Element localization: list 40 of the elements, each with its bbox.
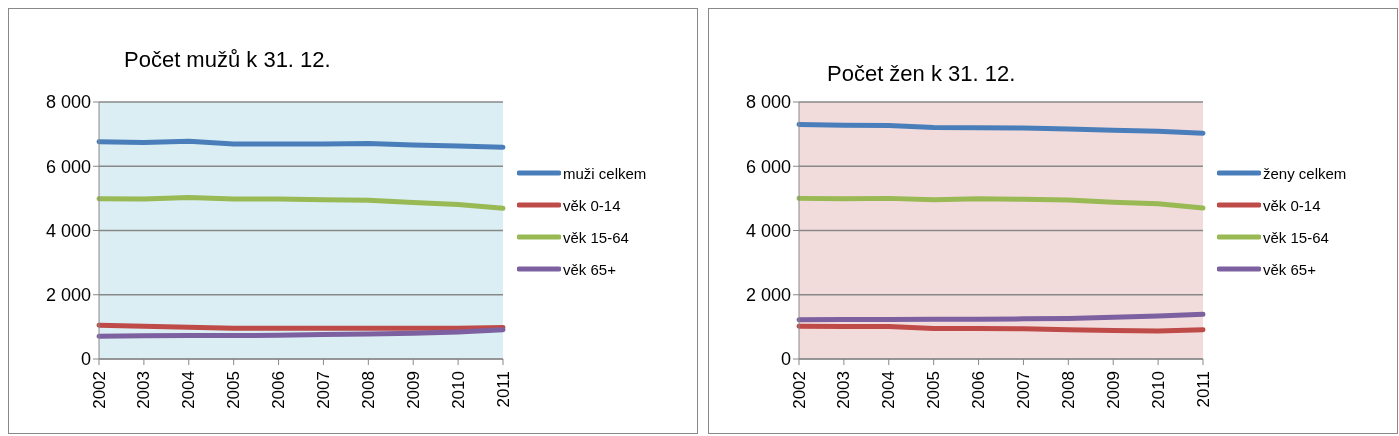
legend-label: věk 65+	[1263, 260, 1316, 278]
x-tick-label: 2009	[1103, 371, 1123, 409]
y-tick-label: 4 000	[745, 220, 791, 241]
legend-label: věk 0-14	[563, 196, 621, 214]
y-tick-label: 6 000	[45, 156, 91, 177]
legend-label: muži celkem	[563, 164, 647, 182]
x-tick-label: 2004	[879, 371, 899, 409]
x-tick-label: 2006	[269, 371, 289, 409]
legend-label: věk 0-14	[1263, 196, 1321, 214]
x-tick-label: 2005	[924, 371, 944, 409]
x-tick-label: 2005	[224, 371, 244, 409]
y-tick-label: 4 000	[45, 220, 91, 241]
x-tick-label: 2003	[134, 371, 154, 409]
x-tick-label: 2011	[493, 371, 513, 408]
x-tick-label: 2007	[1013, 371, 1033, 409]
legend-label: věk 15-64	[563, 228, 629, 246]
x-tick-label: 2011	[1193, 371, 1213, 408]
y-tick-label: 0	[80, 349, 91, 370]
y-tick-label: 6 000	[745, 156, 791, 177]
legend-label: ženy celkem	[1263, 164, 1347, 182]
x-tick-label: 2006	[969, 371, 989, 409]
x-tick-label: 2010	[448, 371, 468, 409]
y-tick-label: 0	[780, 349, 791, 370]
y-tick-label: 2 000	[45, 285, 91, 306]
x-tick-label: 2008	[1058, 371, 1078, 409]
y-tick-label: 2 000	[745, 285, 791, 306]
x-tick-label: 2002	[789, 371, 809, 409]
x-tick-label: 2010	[1148, 371, 1168, 409]
y-tick-label: 8 000	[45, 92, 91, 113]
chart-title: Počet mužů k 31. 12.	[124, 47, 331, 73]
x-tick-label: 2009	[403, 371, 423, 409]
legend-label: věk 15-64	[1263, 228, 1329, 246]
x-tick-label: 2003	[834, 371, 854, 409]
x-tick-label: 2007	[313, 371, 333, 409]
y-tick-label: 8 000	[745, 92, 791, 113]
x-tick-label: 2004	[179, 371, 199, 409]
legend-label: věk 65+	[563, 260, 616, 278]
x-tick-label: 2008	[358, 371, 378, 409]
chart-title: Počet žen k 31. 12.	[827, 61, 1016, 87]
x-tick-label: 2002	[89, 371, 109, 409]
